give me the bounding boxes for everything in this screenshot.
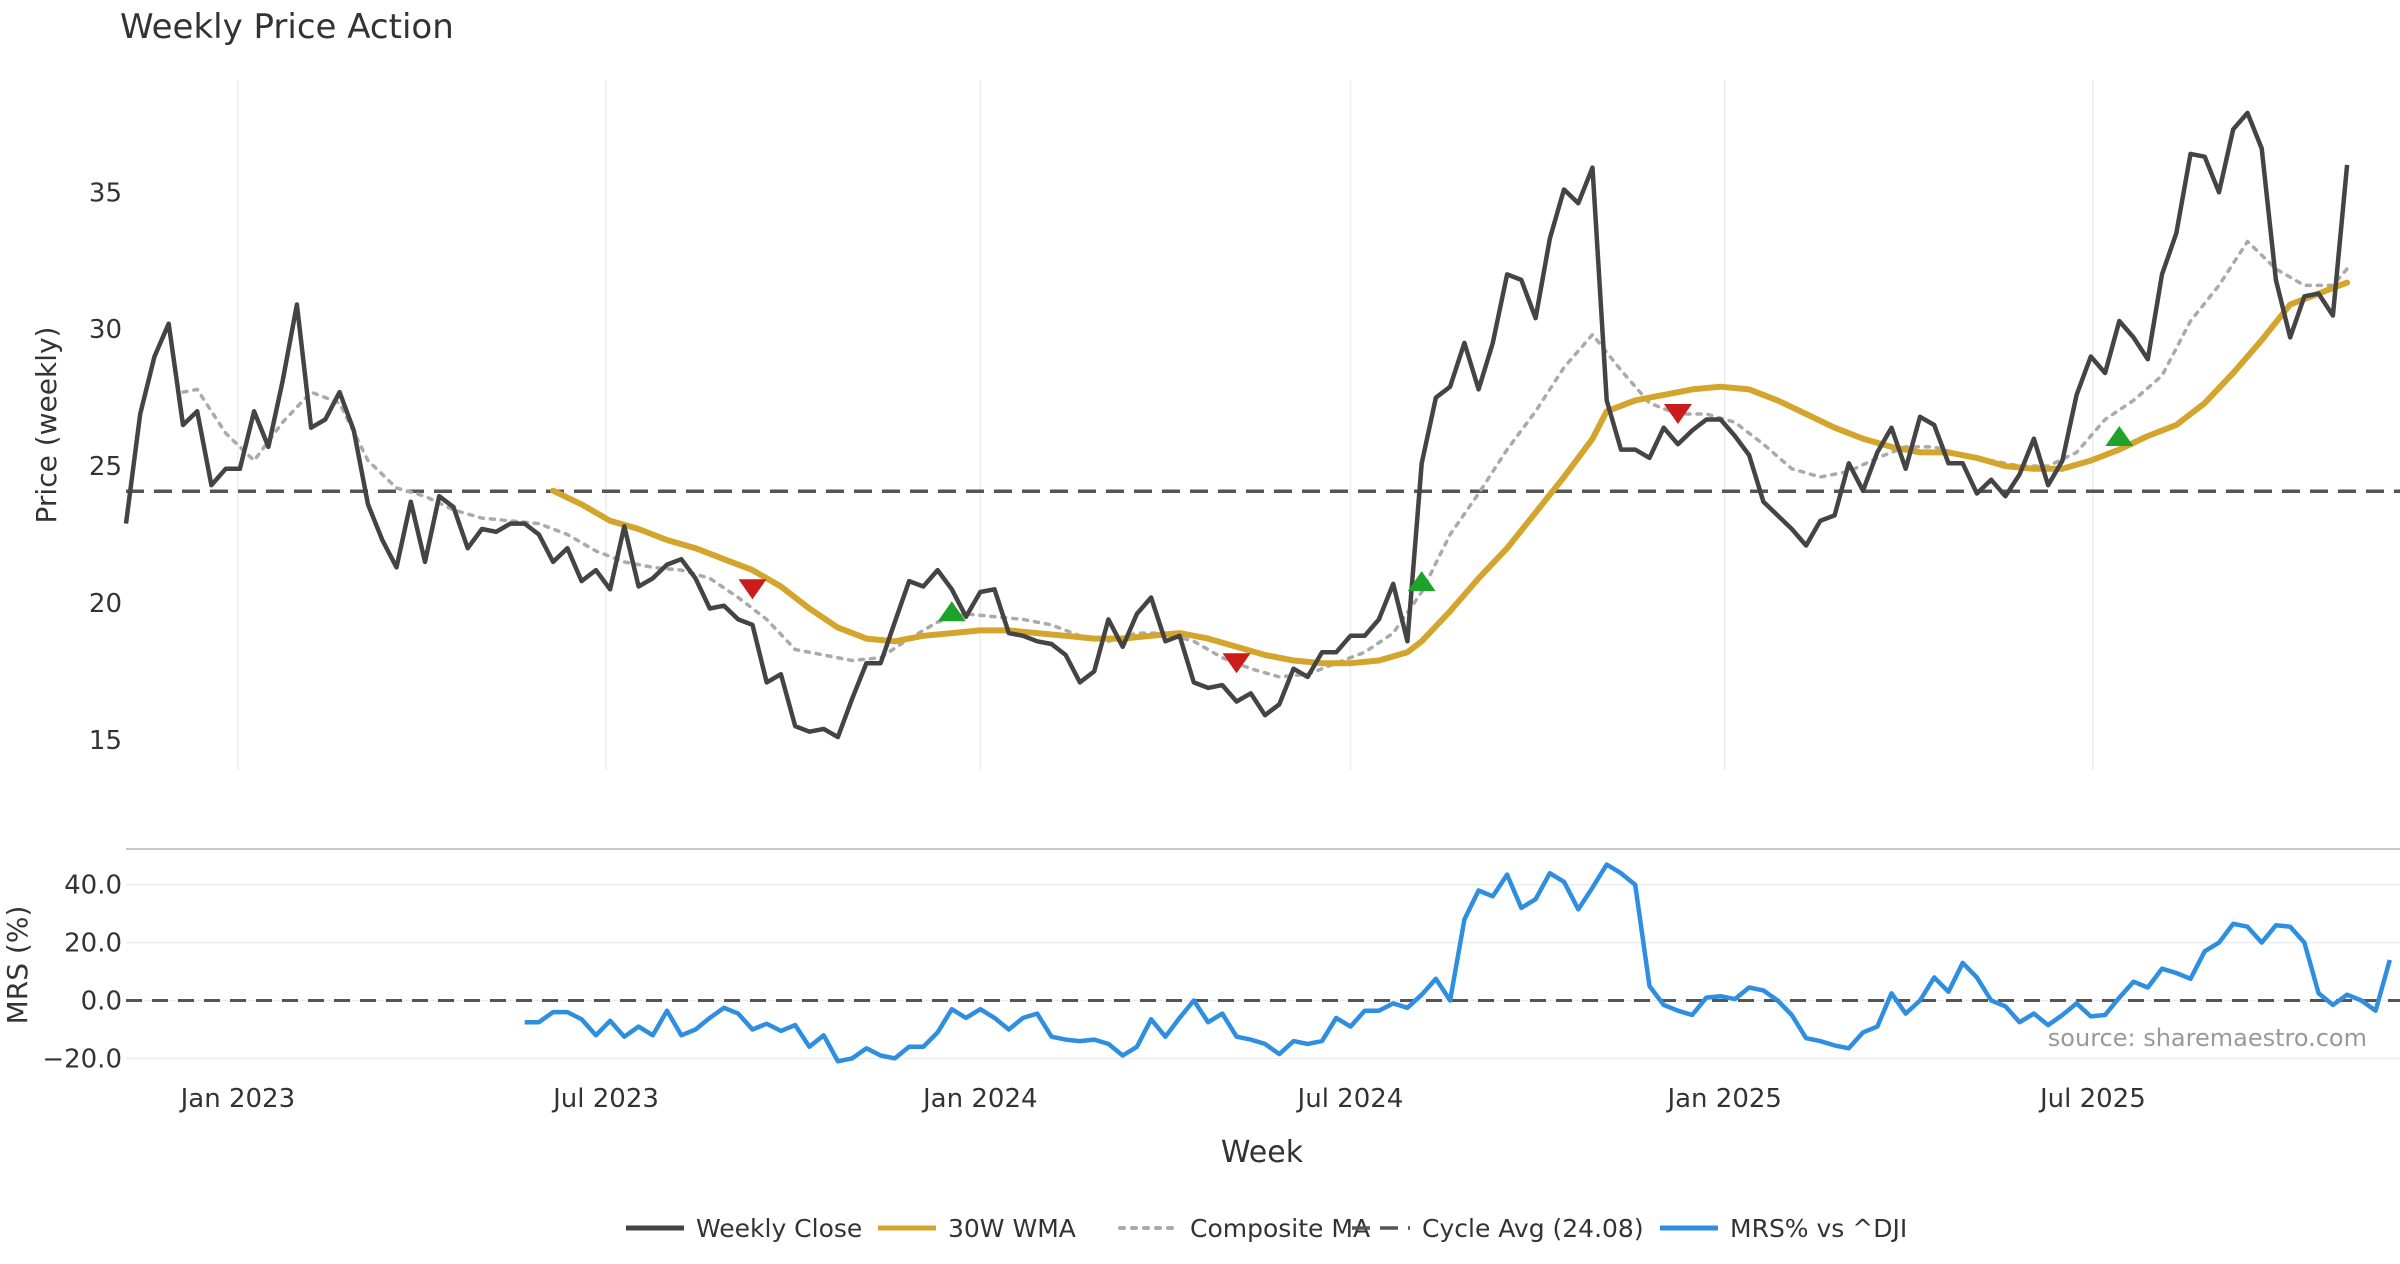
legend-label: 30W WMA: [948, 1214, 1076, 1243]
price-y-tick-label: 35: [89, 178, 122, 208]
mrs-y-ticks: −20.0 0.0 20.0 40.0: [42, 871, 122, 1075]
signal-markers: [738, 404, 2134, 674]
x-axis-ticks: Jan 2023 Jul 2023 Jan 2024 Jul 2024 Jan 2025…: [179, 1084, 2146, 1114]
price-y-axis-label: Price (weekly): [30, 327, 63, 524]
sell-signal-marker: [738, 579, 767, 600]
buy-signal-marker: [2105, 425, 2134, 446]
price-y-tick-label: 20: [89, 589, 122, 619]
mrs-series: [126, 862, 2400, 1064]
sell-signal-marker: [1222, 653, 1251, 674]
mrs-y-tick-label: 40.0: [64, 871, 122, 901]
mrs-y-axis-label: MRS (%): [1, 906, 34, 1025]
wma-30w-line: [550, 279, 2351, 667]
x-axis-label: Week: [1221, 1135, 1304, 1170]
mrs-y-tick-label: 20.0: [64, 929, 122, 959]
price-y-tick-label: 15: [89, 726, 122, 756]
x-tick-label: Jan 2025: [1665, 1084, 1782, 1114]
weekly-close-line: [123, 110, 2350, 740]
source-annotation: source: sharemaestro.com: [2048, 1024, 2367, 1052]
legend-label: Weekly Close: [696, 1214, 862, 1243]
legend-item[interactable]: Composite MA: [1118, 1214, 1370, 1243]
buy-signal-marker: [937, 601, 966, 622]
mrs-line: [524, 862, 2392, 1064]
price-series: [123, 110, 2400, 740]
legend-label: Composite MA: [1190, 1214, 1370, 1243]
x-tick-label: Jul 2024: [1296, 1084, 1404, 1114]
legend-label: Cycle Avg (24.08): [1422, 1214, 1644, 1243]
price-grid: [237, 80, 2094, 770]
mrs-grid: [126, 848, 2400, 1060]
chart-title: Weekly Price Action: [120, 7, 454, 47]
composite-ma-line: [181, 239, 2349, 679]
legend-label: MRS% vs ^DJI: [1730, 1214, 1907, 1243]
sell-signal-marker: [1663, 404, 1692, 425]
legend-item[interactable]: Weekly Close: [626, 1214, 862, 1243]
legend[interactable]: Weekly Close 30W WMA Composite MA Cycle Avg…: [626, 1214, 1907, 1243]
buy-signal-marker: [1407, 571, 1436, 592]
price-y-ticks: 15 20 25 30 35: [89, 178, 122, 756]
legend-item[interactable]: Cycle Avg (24.08): [1352, 1214, 1644, 1243]
price-y-tick-label: 25: [89, 452, 122, 482]
mrs-y-tick-label: 0.0: [81, 987, 122, 1017]
x-tick-label: Jul 2023: [551, 1084, 659, 1114]
price-y-tick-label: 30: [89, 315, 122, 345]
legend-item[interactable]: MRS% vs ^DJI: [1660, 1214, 1907, 1243]
legend-item[interactable]: 30W WMA: [878, 1214, 1076, 1243]
x-tick-label: Jan 2024: [921, 1084, 1038, 1114]
x-tick-label: Jul 2025: [2038, 1084, 2146, 1114]
x-tick-label: Jan 2023: [179, 1084, 296, 1114]
mrs-y-tick-label: −20.0: [42, 1044, 122, 1074]
